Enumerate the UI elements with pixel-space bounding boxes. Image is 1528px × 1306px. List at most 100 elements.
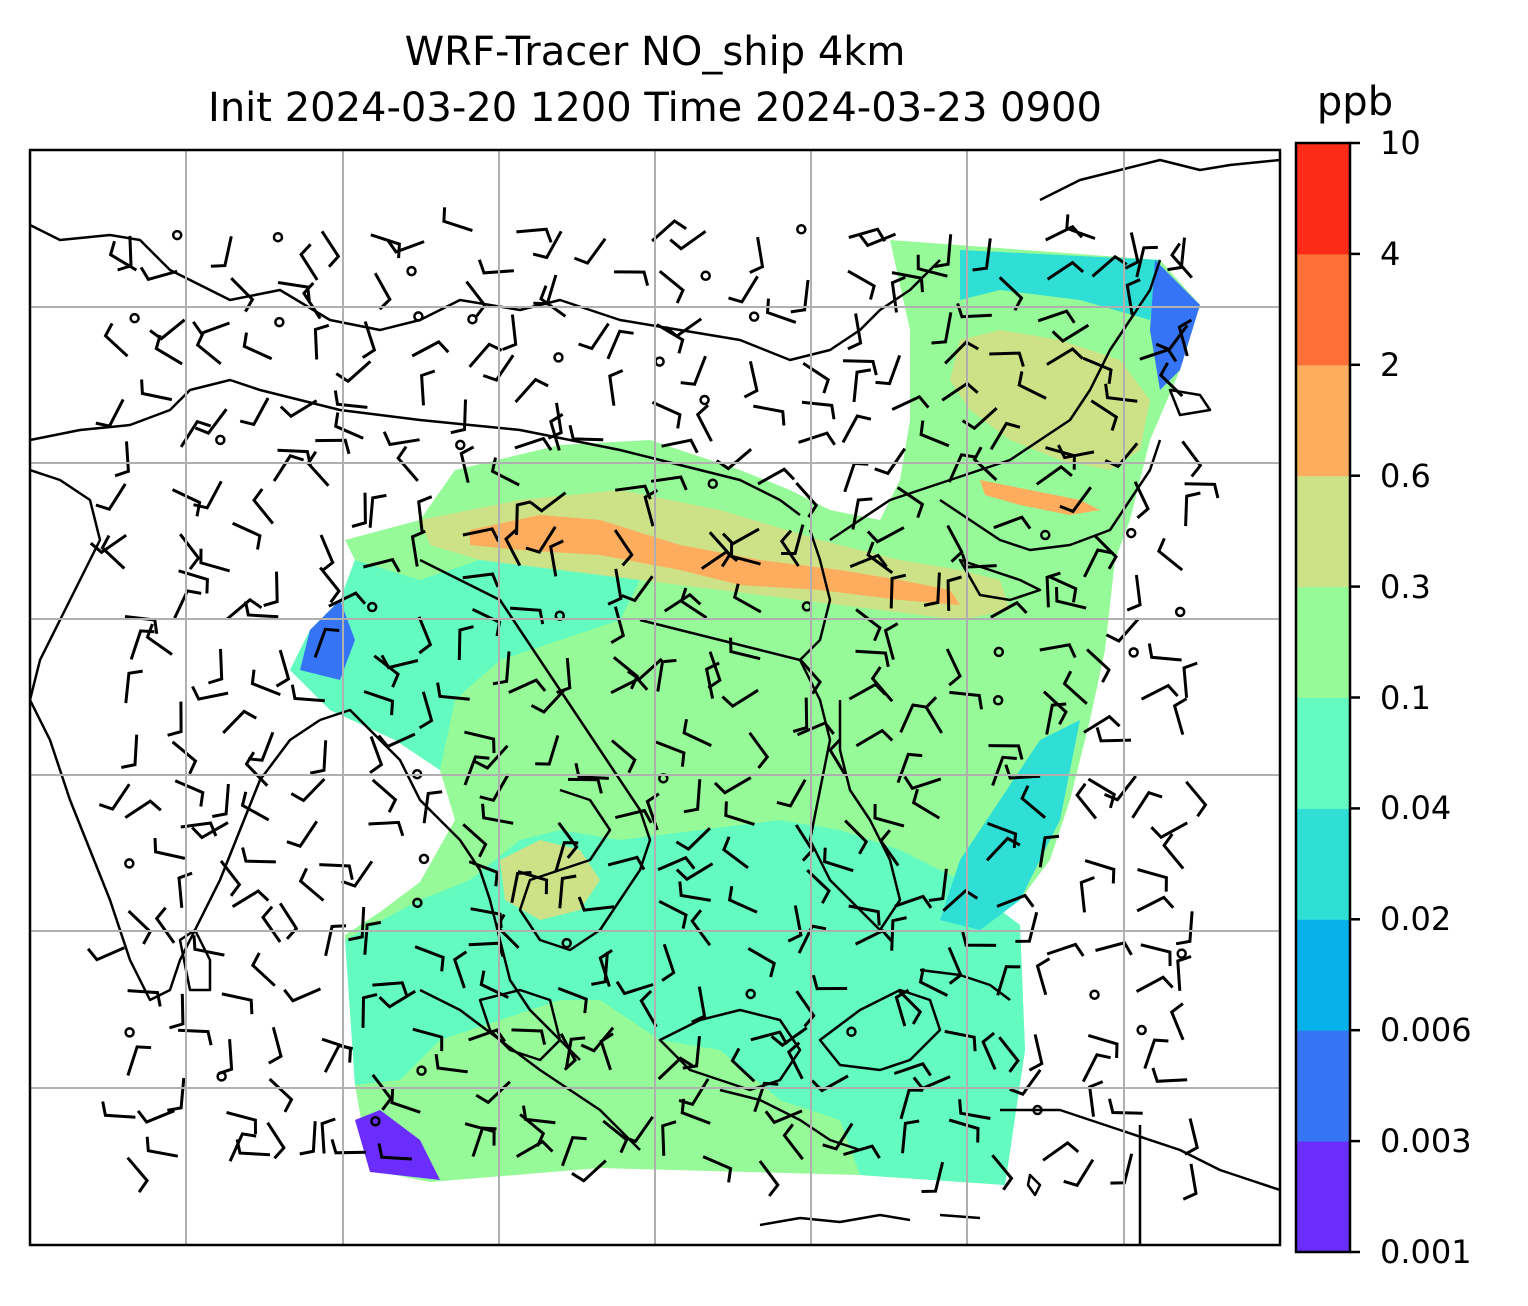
colorbar-tick-label: 0.6 (1380, 456, 1431, 495)
colorbar-tick-label: 0.006 (1380, 1011, 1472, 1050)
wind-barb (1147, 643, 1182, 662)
wind-barb (657, 855, 696, 871)
calm-wind-marker (1176, 948, 1187, 959)
wind-barb (272, 454, 305, 482)
wind-barb (330, 1138, 366, 1155)
wind-barb (657, 1056, 694, 1081)
wind-barb (418, 691, 434, 730)
wind-barb (464, 1122, 496, 1146)
wind-barb (656, 658, 677, 692)
wind-barb (1105, 617, 1140, 643)
colorbar-segment (1296, 364, 1350, 477)
wind-barb (333, 390, 368, 409)
wind-barb (212, 783, 230, 818)
wind-barb (108, 240, 138, 272)
wind-barb (278, 902, 299, 940)
wind-barb (1028, 1034, 1044, 1072)
wind-barb (436, 682, 470, 701)
wind-barb (1039, 643, 1077, 659)
calm-wind-marker (993, 646, 1005, 658)
colorbar-segment (1296, 697, 1350, 809)
wind-barb (101, 1101, 136, 1119)
wind-barb (1162, 833, 1185, 870)
wind-barb (549, 413, 564, 451)
wind-barb (847, 269, 876, 300)
wind-barb (663, 592, 702, 613)
wind-barb (167, 701, 183, 737)
wind-barb (1057, 444, 1095, 460)
wind-barb (721, 688, 759, 708)
wind-barb (549, 539, 564, 577)
wind-barb (758, 1160, 780, 1197)
wind-barb (1035, 465, 1073, 486)
wind-barb (1143, 1038, 1169, 1069)
wind-barb (171, 488, 202, 517)
ship-lane-high-2 (980, 480, 1100, 515)
wind-barb (894, 988, 910, 1027)
wind-barb (1042, 690, 1068, 726)
calm-wind-marker (272, 231, 284, 243)
wind-barb (319, 566, 341, 604)
wind-barb (770, 1026, 808, 1048)
wind-barb (651, 400, 682, 429)
wind-barb (452, 950, 468, 989)
wind-barb (996, 893, 1035, 908)
wind-barb (335, 360, 372, 384)
wind-barb (554, 841, 579, 872)
calm-wind-marker (171, 229, 183, 241)
wind-barb (1059, 486, 1093, 514)
wind-barb (510, 871, 532, 904)
wind-barb (145, 1136, 179, 1158)
wind-barb (743, 360, 759, 399)
wind-barb (1184, 482, 1220, 499)
wind-barb (665, 317, 703, 338)
wind-barb (1124, 232, 1140, 270)
wind-barb (948, 1118, 980, 1143)
wind-barb (713, 776, 752, 795)
wind-barb (471, 1126, 497, 1157)
wind-barb (1017, 371, 1047, 400)
wind-barb (252, 488, 275, 525)
colorbar-segment (1296, 586, 1350, 698)
wind-barb (241, 847, 276, 864)
wind-barb (757, 467, 796, 486)
wind-barb (695, 403, 713, 442)
wind-barb (242, 332, 273, 361)
wind-barb (1087, 1033, 1119, 1059)
wind-barb (729, 542, 761, 566)
wind-barb (580, 1026, 615, 1053)
wind-barb (126, 1156, 149, 1193)
wind-barb (410, 529, 426, 567)
wind-barb (680, 1098, 711, 1125)
wind-barb (98, 783, 131, 811)
wind-barb (369, 735, 384, 774)
wind-barb (796, 721, 835, 737)
wind-barb (323, 1043, 354, 1073)
wind-barb (919, 420, 950, 448)
wind-barb (1184, 1118, 1199, 1156)
wind-barb (422, 790, 443, 824)
wind-barb (564, 1036, 586, 1070)
wind-barb (1135, 975, 1174, 993)
wind-barb (1158, 362, 1184, 398)
wind-barb (191, 685, 229, 701)
wind-barb (1082, 356, 1113, 385)
wind-barb (377, 732, 416, 749)
wind-barb (613, 529, 634, 567)
wind-barb (492, 651, 511, 686)
wind-barb (1156, 537, 1184, 572)
calm-wind-marker (1089, 989, 1100, 1000)
wind-barb (896, 752, 923, 784)
wind-barb (621, 575, 654, 603)
tracer-field-lowest-2 (355, 1110, 440, 1180)
wind-barb (136, 1109, 175, 1124)
wind-barb (842, 1144, 881, 1159)
wind-barb (727, 885, 758, 914)
wind-barb (1125, 278, 1141, 316)
wind-barb (231, 889, 270, 908)
wind-barb (916, 254, 948, 278)
wind-barb (924, 696, 943, 734)
wind-barb (669, 230, 707, 251)
wind-barb (348, 906, 366, 942)
